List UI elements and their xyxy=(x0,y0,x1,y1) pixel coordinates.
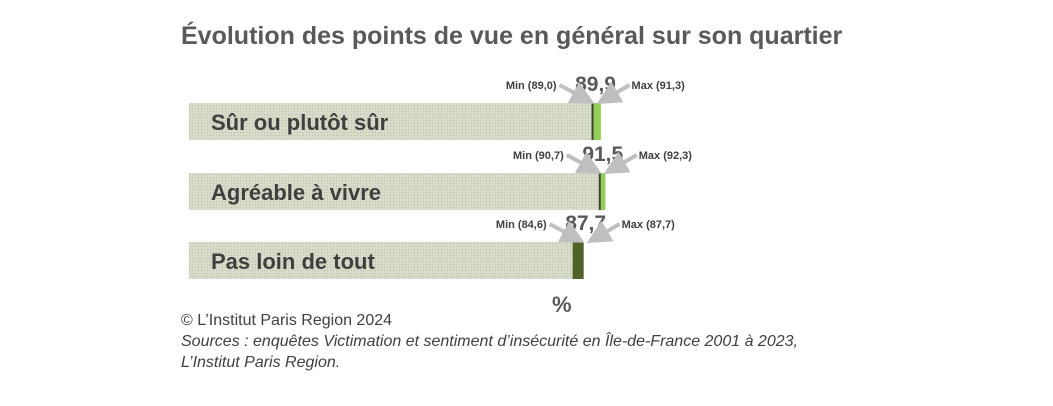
value-label-2: 87,7 xyxy=(565,212,606,235)
value-label-1: 91,5 xyxy=(582,143,623,166)
sources-note: Sources : enquêtes Victimation et sentim… xyxy=(181,331,881,373)
sources-line-2: L’Institut Paris Region. xyxy=(181,354,341,371)
bar-range-2 xyxy=(572,242,584,279)
category-label-1: Agréable à vivre xyxy=(211,180,381,205)
category-label-2: Pas loin de tout xyxy=(211,249,375,274)
min-arrow-1 xyxy=(565,151,602,174)
bar-range-0 xyxy=(592,103,601,140)
bar-0 xyxy=(189,103,594,140)
sources-line-1: Sources : enquêtes Victimation et sentim… xyxy=(181,333,798,350)
max-arrow-0 xyxy=(596,81,631,104)
min-label-0: Min (89,0) xyxy=(506,80,557,92)
category-label-0: Sûr ou plutôt sûr xyxy=(211,110,389,135)
bar-1 xyxy=(189,173,601,210)
axis-unit-label: % xyxy=(552,292,572,317)
bar-value-marker-0 xyxy=(591,103,594,140)
min-arrow-0 xyxy=(558,81,595,104)
bar-value-marker-1 xyxy=(598,173,601,210)
value-label-0: 89,9 xyxy=(575,73,616,96)
copyright-credit: © L’Institut Paris Region 2024 xyxy=(181,312,393,329)
max-label-2: Max (87,7) xyxy=(622,219,676,231)
max-label-1: Max (92,3) xyxy=(639,150,693,162)
bar-range-1 xyxy=(599,173,606,210)
min-label-1: Min (90,7) xyxy=(513,150,564,162)
max-label-0: Max (91,3) xyxy=(632,80,686,92)
min-label-2: Min (84,6) xyxy=(496,219,547,231)
min-arrow-2 xyxy=(548,220,585,243)
max-arrow-2 xyxy=(586,220,621,243)
max-arrow-1 xyxy=(603,151,638,174)
bar-2 xyxy=(189,242,584,279)
chart-title: Évolution des points de vue en général s… xyxy=(181,22,843,50)
